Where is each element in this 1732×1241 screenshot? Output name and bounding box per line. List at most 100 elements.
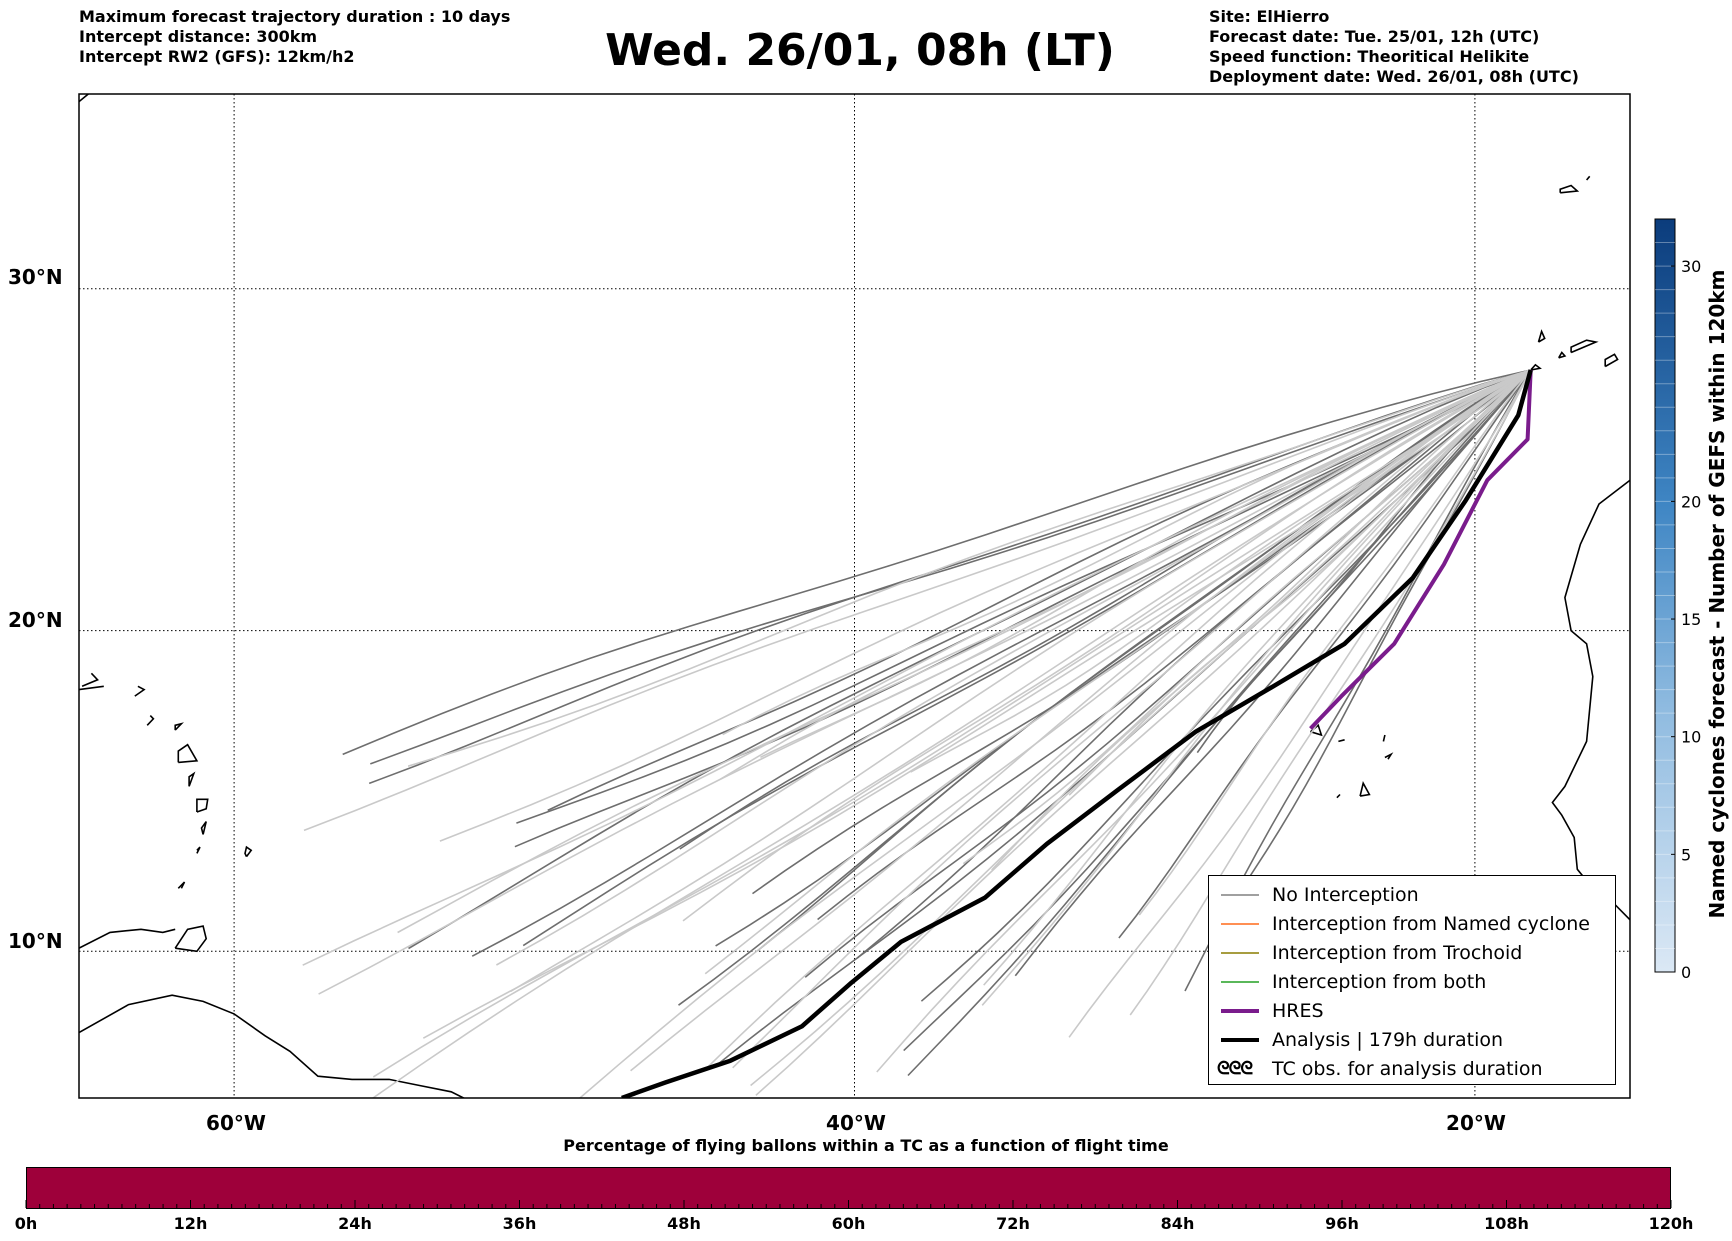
ensemble-trajectory (439, 369, 1531, 842)
lat-label-30: 30°N (8, 265, 63, 289)
no-interception-line-icon (1221, 894, 1259, 896)
ensemble-trajectory (991, 369, 1532, 871)
coastline-segment (1604, 353, 1619, 368)
percentage-bar-tick-12h: 12h (173, 1214, 208, 1233)
trochoid-line-icon (1221, 952, 1259, 954)
ensemble-trajectory (722, 369, 1531, 736)
both-line-icon (1221, 981, 1259, 983)
legend-item-analysis: Analysis | 179h duration (1209, 1026, 1615, 1055)
map-legend: No Interception Interception from Named … (1208, 875, 1616, 1085)
hres-trajectory (1309, 369, 1533, 730)
ensemble-trajectory (516, 369, 1532, 824)
ensemble-trajectory (630, 369, 1532, 1072)
coastline-segment (1338, 739, 1345, 743)
longitude-labels: 60°W 40°W 20°W (206, 1111, 1506, 1135)
analysis-line (621, 369, 1533, 1098)
coastline-segment (200, 821, 207, 835)
ensemble-trajectory (510, 369, 1532, 993)
colorbar-tick-30: 30 (1681, 257, 1701, 276)
percentage-bar-tick-108h: 108h (1484, 1214, 1529, 1233)
coastline-segment (1382, 734, 1386, 742)
ensemble-trajectory (732, 369, 1532, 1069)
coastline-segment (1585, 175, 1591, 181)
ensemble-trajectory (817, 369, 1532, 921)
coastline-segment (81, 672, 99, 688)
coastline-segment (79, 94, 89, 103)
info-deployment-date: Deployment date: Wed. 26/01, 08h (UTC) (1209, 67, 1579, 86)
ensemble-trajectory (704, 369, 1532, 975)
percentage-bar-tick-48h: 48h (667, 1214, 701, 1233)
coastline-segment (1559, 184, 1580, 194)
legend-item-tc-obs: ᘓᘓᘓ TC obs. for analysis duration (1209, 1055, 1615, 1084)
coastlines (79, 94, 1630, 1098)
ensemble-trajectory (342, 369, 1531, 756)
percentage-bar-title: Percentage of flying ballons within a TC… (563, 1136, 1169, 1155)
analysis-line-icon (1221, 1038, 1259, 1042)
coastline-segment (177, 881, 186, 889)
ensemble-trajectory (1138, 369, 1532, 916)
ensemble-trajectory (302, 369, 1532, 966)
percentage-bar-tick-24h: 24h (338, 1214, 372, 1233)
coastline-segment (1558, 351, 1567, 359)
coastline-segment (188, 771, 196, 787)
coastline-segment (177, 743, 199, 764)
coastline-segment (1570, 339, 1599, 354)
legend-item-no-interception: No Interception (1209, 881, 1615, 910)
ensemble-trajectory (496, 369, 1532, 966)
percentage-bar-tick-36h: 36h (502, 1214, 537, 1233)
legend-item-trochoid: Interception from Trochoid (1209, 939, 1615, 968)
param-duration: Maximum forecast trajectory duration : 1… (79, 7, 511, 26)
ensemble-trajectory (407, 369, 1531, 767)
tc-symbol-icon: ᘓᘓᘓ (1217, 1058, 1253, 1079)
coastline-segment (244, 845, 253, 858)
info-forecast-date: Forecast date: Tue. 25/01, 12h (UTC) (1209, 27, 1540, 46)
percentage-bar-tick-0h: 0h (14, 1214, 38, 1233)
coastline-segment (1530, 363, 1542, 371)
colorbar-label: Named cyclones forecast - Number of GEFS… (1705, 270, 1729, 919)
legend-item-hres: HRES (1209, 997, 1615, 1026)
ensemble-trajectory (750, 369, 1532, 1087)
colorbar-tick-5: 5 (1681, 845, 1691, 864)
ensemble-trajectory (1212, 369, 1532, 934)
colorbar-tick-15: 15 (1681, 610, 1701, 629)
ensemble-trajectory (303, 369, 1531, 832)
hres-line (1309, 369, 1533, 730)
ensemble-trajectory (578, 369, 1532, 1098)
ensemble-trajectory (682, 369, 1532, 922)
lat-label-20: 20°N (8, 608, 63, 632)
coastline-segment (1336, 793, 1341, 799)
legend-item-named-cyclone: Interception from Named cyclone (1209, 910, 1615, 939)
coastline-segment (174, 925, 208, 953)
ensemble-trajectory (856, 369, 1532, 959)
ensemble-trajectory (370, 369, 1531, 765)
ensemble-trajectory (755, 369, 1532, 1096)
ensemble-trajectory (920, 369, 1532, 1002)
ensemble-trajectory (760, 369, 1532, 759)
lat-label-10: 10°N (8, 929, 63, 953)
coastline-segment (196, 798, 209, 813)
coastline-segment (174, 722, 184, 731)
colorbar-tick-20: 20 (1681, 492, 1701, 511)
lon-label-60w: 60°W (206, 1111, 266, 1135)
colorbar-tick-0: 0 (1681, 963, 1691, 982)
percentage-bar-tick-120h: 120h (1648, 1214, 1694, 1233)
param-intercept-distance: Intercept distance: 300km (79, 27, 318, 46)
param-intercept-rw2: Intercept RW2 (GFS): 12km/h2 (79, 47, 355, 66)
forecast-info: Site: ElHierro Forecast date: Tue. 25/01… (1209, 7, 1579, 87)
ensemble-trajectory (397, 369, 1532, 934)
coastline-segment (146, 715, 155, 726)
coastline-segment (79, 685, 104, 691)
map-frame (78, 93, 1631, 1099)
percentage-bar-tick-84h: 84h (1160, 1214, 1195, 1233)
ensemble-trajectory (1068, 369, 1532, 1038)
coastline-segment (1359, 781, 1371, 797)
percentage-bar-tick-72h: 72h (996, 1214, 1030, 1233)
hres-line-icon (1221, 1009, 1259, 1013)
info-site: Site: ElHierro (1209, 7, 1330, 26)
ensemble-trajectory (522, 369, 1532, 947)
ensemble-trajectory (962, 369, 1532, 865)
percentage-bar-tick-60h: 60h (831, 1214, 866, 1233)
lon-label-20w: 20°W (1446, 1111, 1506, 1135)
cyclone-colorbar: 0 5 10 15 20 30 Named cyclones forecast - Num… (1654, 218, 1729, 982)
coastline-segment (134, 685, 146, 697)
